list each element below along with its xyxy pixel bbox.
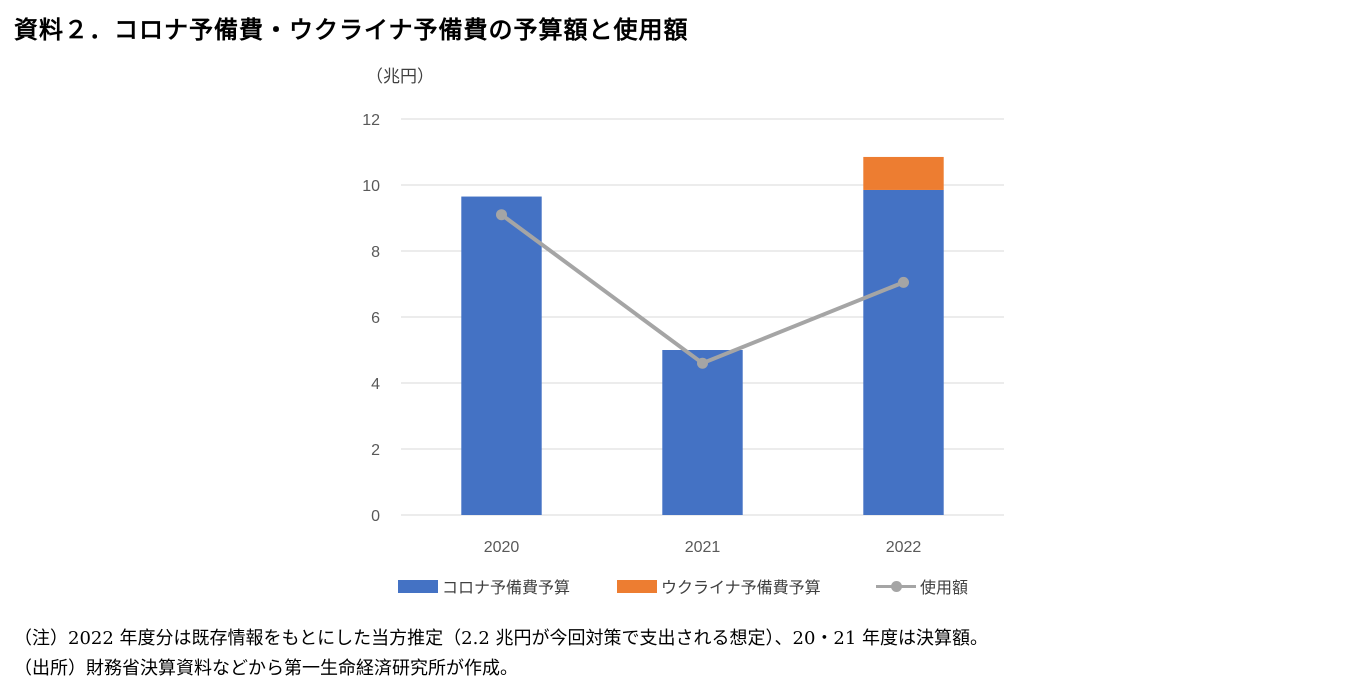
footnote-note: （注）2022 年度分は既存情報をもとにした当方推定（2.2 兆円が今回対策で支…	[14, 628, 989, 649]
bars	[461, 156, 944, 516]
bar-corona-2022	[863, 189, 944, 515]
footnote-source: （出所）財務省決算資料などから第一生命経済研究所が作成。	[14, 658, 518, 679]
x-axis-ticks: 2020 2021 2022	[484, 539, 922, 556]
usage-point-2021	[697, 357, 708, 369]
legend-label-corona: コロナ予備費予算	[442, 578, 571, 597]
x-tick-label-2020: 2020	[484, 539, 520, 556]
bar-corona-2020	[461, 196, 542, 516]
usage-point-2022	[898, 276, 909, 288]
legend-swatch-usage	[876, 579, 916, 593]
bar-ukraine-2022	[863, 156, 944, 190]
usage-point-2020	[496, 209, 507, 221]
legend-swatch-ukraine	[617, 579, 657, 593]
legend-item-ukraine: ウクライナ予備費予算	[617, 572, 821, 600]
legend-swatch-corona	[398, 579, 438, 593]
chart-legend: コロナ予備費予算 ウクライナ予備費予算 使用額	[0, 572, 1353, 600]
usage-line-series	[496, 209, 909, 369]
legend-item-usage: 使用額	[876, 572, 968, 600]
y-tick-label-10: 10	[362, 178, 380, 195]
legend-label-usage: 使用額	[920, 578, 969, 597]
x-tick-label-2021: 2021	[685, 539, 721, 556]
y-tick-label-8: 8	[371, 244, 380, 261]
legend-item-corona: コロナ予備費予算	[398, 572, 570, 600]
x-tick-label-2022: 2022	[886, 539, 922, 556]
y-axis-unit-label: （兆円）	[366, 67, 434, 87]
y-axis-ticks: 0 2 4 6 8 10 12	[362, 112, 380, 525]
y-tick-label-12: 12	[362, 112, 380, 129]
y-tick-label-4: 4	[371, 376, 380, 393]
y-tick-label-0: 0	[371, 508, 380, 525]
y-tick-label-6: 6	[371, 310, 380, 327]
legend-label-ukraine: ウクライナ予備費予算	[661, 578, 821, 597]
bar-corona-2021	[662, 350, 743, 515]
page-title: 資料２．コロナ予備費・ウクライナ予備費の予算額と使用額	[14, 16, 689, 44]
usage-line	[499, 212, 906, 366]
y-tick-label-2: 2	[371, 442, 380, 459]
